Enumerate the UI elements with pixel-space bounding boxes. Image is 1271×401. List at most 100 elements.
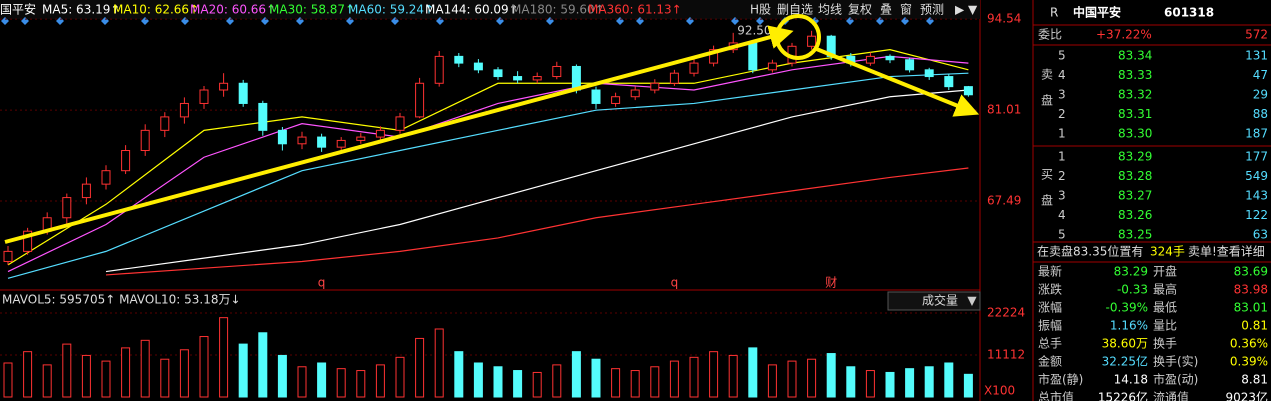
stat-label: 总手 bbox=[1038, 337, 1062, 351]
stat-value: -0.39% bbox=[1106, 301, 1148, 315]
volume-legend: MAVOL5: 595705↑ MAVOL10: 53.18万↓ bbox=[2, 293, 241, 307]
volume-bar bbox=[62, 343, 72, 398]
candle-body bbox=[709, 49, 719, 64]
stat-label: 最低 bbox=[1153, 301, 1177, 315]
volume-bar bbox=[160, 358, 170, 398]
marker-diamond bbox=[436, 17, 444, 25]
level: 5 bbox=[1058, 49, 1066, 63]
price: 83.29 bbox=[1118, 150, 1152, 164]
volume-bar bbox=[846, 366, 856, 398]
moving-average bbox=[105, 167, 969, 276]
price: 83.31 bbox=[1118, 107, 1152, 121]
volume-bar bbox=[591, 358, 601, 398]
volume-bar bbox=[297, 366, 307, 398]
volume-bar bbox=[415, 337, 425, 398]
volume: 549 bbox=[1245, 169, 1268, 183]
volume: 143 bbox=[1245, 189, 1268, 203]
candle-body bbox=[258, 102, 268, 131]
candle-body bbox=[748, 42, 758, 71]
volume-bar bbox=[493, 366, 503, 398]
level: 1 bbox=[1058, 127, 1066, 141]
candle-body bbox=[179, 102, 189, 118]
ratio-value: +37.22% bbox=[1096, 28, 1152, 42]
marker-diamond bbox=[756, 17, 764, 25]
stock-code: 601318 bbox=[1164, 6, 1214, 20]
dropdown-label[interactable]: 成交量 bbox=[922, 293, 958, 308]
dropdown-arrow[interactable]: ▼ bbox=[967, 294, 977, 308]
marker-diamond bbox=[261, 17, 269, 25]
candle-body bbox=[513, 76, 523, 81]
toolbar-button[interactable]: 预测 bbox=[920, 3, 944, 17]
toolbar-button[interactable]: 均线 bbox=[818, 3, 842, 17]
candle-body bbox=[905, 59, 915, 71]
stat-value: 83.29 bbox=[1114, 265, 1148, 279]
marker-diamond bbox=[616, 17, 624, 25]
marker-diamond bbox=[141, 17, 149, 25]
volume-bar bbox=[42, 364, 52, 398]
stat-label: 换手 bbox=[1153, 337, 1177, 351]
stat-value: 83.69 bbox=[1234, 265, 1268, 279]
toolbar-button[interactable]: 叠 bbox=[880, 3, 892, 17]
event-marker: q bbox=[671, 276, 679, 290]
stat-value: 15226亿 bbox=[1098, 390, 1148, 401]
toolbar-button[interactable]: 删自选 bbox=[777, 3, 813, 17]
side-label: 卖盘 bbox=[1040, 68, 1054, 120]
toolbar-button[interactable]: ▶ bbox=[955, 3, 965, 17]
candle-body bbox=[219, 82, 229, 91]
marker-diamond bbox=[346, 17, 354, 25]
toolbar-button[interactable]: 复权 bbox=[848, 3, 872, 17]
highlight-circle bbox=[775, 14, 821, 60]
volume-bar bbox=[258, 332, 268, 398]
level: 3 bbox=[1058, 88, 1066, 102]
dropdown[interactable] bbox=[887, 291, 981, 311]
volume-bar bbox=[434, 328, 444, 398]
volume-bar bbox=[23, 351, 33, 398]
moving-average bbox=[7, 55, 969, 273]
level: 4 bbox=[1058, 208, 1066, 222]
toolbar-button[interactable]: ▼ bbox=[968, 3, 978, 17]
stat-label: 涨跌 bbox=[1038, 282, 1062, 297]
marker-diamond bbox=[901, 17, 909, 25]
candle-body bbox=[669, 72, 679, 84]
ma-label: MA60: 59.24↑ bbox=[348, 3, 434, 17]
stat-label: 量比 bbox=[1153, 319, 1177, 333]
trend-arrow bbox=[4, 25, 794, 244]
marker-diamond bbox=[546, 17, 554, 25]
stat-label: 市盈(动) bbox=[1153, 372, 1198, 387]
volume-bar bbox=[689, 356, 699, 398]
volume-bar bbox=[787, 360, 797, 398]
notice-link[interactable]: 卖单!查看详细 bbox=[1188, 244, 1265, 259]
volume-bar bbox=[924, 366, 934, 398]
level: 4 bbox=[1058, 68, 1066, 82]
candle-body bbox=[140, 129, 150, 152]
marker-diamond bbox=[391, 17, 399, 25]
volume-bar bbox=[650, 366, 660, 398]
volume: 29 bbox=[1253, 88, 1268, 102]
volume: 122 bbox=[1245, 208, 1268, 222]
toolbar-button[interactable]: H股 bbox=[750, 3, 771, 17]
price: 83.32 bbox=[1118, 88, 1152, 102]
marker-diamond bbox=[731, 17, 739, 25]
volume-bar bbox=[454, 351, 464, 398]
volume-bar bbox=[336, 368, 346, 398]
stat-value: 0.39% bbox=[1230, 355, 1268, 369]
toolbar-button[interactable]: 窗 bbox=[900, 3, 912, 17]
marker-diamond bbox=[56, 17, 64, 25]
candle-body bbox=[591, 89, 601, 104]
candle-body bbox=[199, 89, 209, 104]
price: 83.27 bbox=[1118, 189, 1152, 203]
stat-value: -0.33 bbox=[1117, 283, 1148, 297]
volume-bar bbox=[199, 336, 209, 398]
candle-body bbox=[3, 250, 13, 262]
level: 3 bbox=[1058, 189, 1066, 203]
candle-body bbox=[23, 230, 33, 252]
moving-average bbox=[7, 72, 969, 279]
stat-label: 开盘 bbox=[1153, 264, 1177, 279]
volume-bar bbox=[611, 368, 621, 398]
volume: 131 bbox=[1245, 49, 1268, 63]
stat-label: 总市值 bbox=[1038, 390, 1074, 401]
volume-bar bbox=[571, 351, 581, 398]
stock-name: 国平安 bbox=[0, 2, 36, 17]
ma-label: MA5: 63.19↑ bbox=[42, 3, 120, 17]
volume-bar bbox=[317, 362, 327, 398]
